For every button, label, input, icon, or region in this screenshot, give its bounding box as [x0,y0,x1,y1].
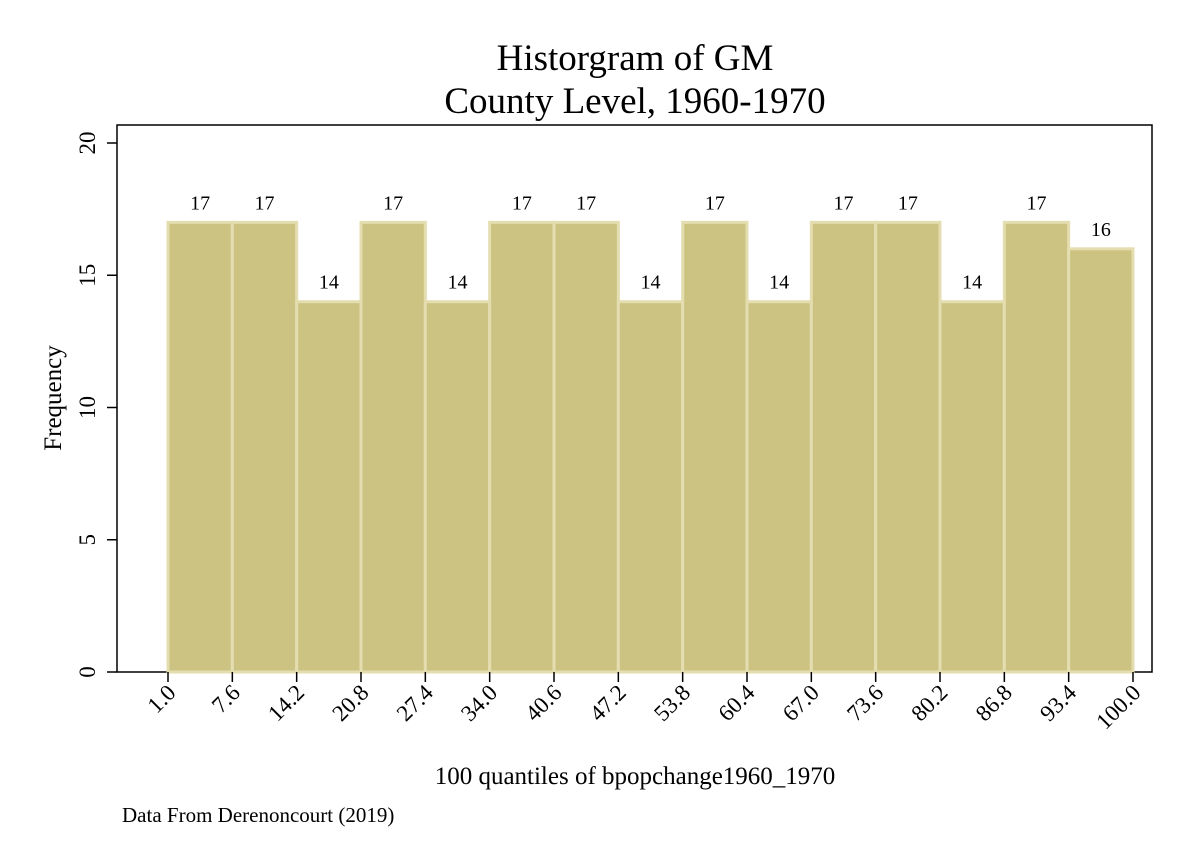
histogram-bar [874,220,942,674]
bar-value-label: 14 [319,272,339,294]
bar-labels-group: 17 17 14 17 14 17 17 14 17 14 17 17 14 17 16 [190,192,1111,293]
y-tick-label: 0 [75,666,100,678]
histogram-bar [488,220,556,674]
bar-value-label: 17 [576,192,596,214]
histogram-bar [1002,220,1071,674]
y-tick-label: 20 [75,132,100,155]
bar-value-label: 17 [383,192,403,214]
bar-value-label: 14 [641,272,661,294]
histogram-bar [230,220,299,674]
histogram-bar [1067,247,1135,674]
y-tick-label: 15 [75,264,100,287]
bar-value-label: 17 [705,192,725,214]
bars-group [166,220,1135,674]
histogram-bar [681,220,749,674]
histogram-bar [295,300,363,674]
histogram-bar [552,220,620,674]
bar-value-label: 14 [962,272,982,294]
bar-value-label: 17 [190,192,210,214]
y-axis: 0 5 10 15 20 [75,132,117,678]
y-tick-label: 5 [75,534,100,546]
histogram-bar [809,220,878,674]
bar-value-label: 17 [898,192,918,214]
source-note: Data From Derenoncourt (2019) [122,803,394,827]
y-tick-label: 10 [75,396,100,419]
histogram-bar [938,300,1006,674]
bar-value-label: 16 [1091,219,1111,241]
bar-value-label: 17 [512,192,532,214]
chart-title: Historgram of GM [497,38,774,79]
histogram-bar [166,220,234,674]
bar-value-label: 14 [769,272,789,294]
bar-value-label: 17 [834,192,854,214]
histogram-bar [616,300,685,674]
bar-value-label: 14 [448,272,468,294]
chart-subtitle: County Level, 1960-1970 [444,81,825,122]
histogram-bar [359,220,427,674]
histogram-bar [423,300,492,674]
bar-value-label: 17 [1027,192,1047,214]
bar-value-label: 17 [255,192,275,214]
y-axis-title: Frequency [40,345,67,451]
histogram-bar [745,300,813,674]
x-axis-title: 100 quantiles of bpopchange1960_1970 [435,763,836,790]
